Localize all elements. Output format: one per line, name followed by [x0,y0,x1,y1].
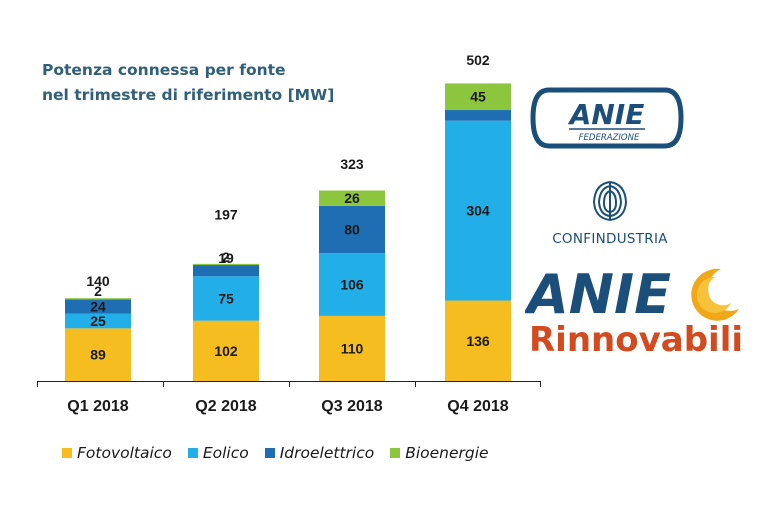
x-tick-label-1: Q1 2018 [67,398,128,415]
x-tick-label-4: Q4 2018 [447,398,508,415]
legend-item-idroelettrico: Idroelettrico [264,444,375,462]
chart-title-line-1: Potenza connessa per fonte [42,61,286,79]
bar-segment-eolico-2 [193,276,259,321]
anie-rinnovabili-logo: ANIE Rinnovabili [525,263,743,360]
total-label-2: 197 [214,206,238,222]
data-label-bioenergie-1: 2 [94,283,102,299]
data-label-bioenergie-2: 2 [222,249,230,265]
anie-federazione-sub: FEDERAZIONE [579,133,640,143]
legend-swatch-eolico [187,448,198,458]
data-label-eolico-4: 304 [466,203,490,219]
chart-title: Potenza connessa per fonte nel trimestre… [42,58,334,108]
bar-segment-idroelettrico-2 [193,265,259,277]
data-label-eolico-2: 75 [218,290,234,306]
data-label-idroelettrico-1: 24 [90,298,106,314]
bar-segment-idroelettrico-3 [319,205,385,254]
legend-label-bioenergie: Bioenergie [405,444,489,462]
legend-swatch-fotovoltaico [62,448,72,458]
x-tick-label-2: Q2 2018 [195,398,256,415]
total-label-1: 140 [86,273,110,289]
bar-segment-fotovoltaico-3 [319,315,385,381]
anie-rinnovabili-sub: Rinnovabili [529,320,743,360]
anie-rinnovabili-name: ANIE [525,263,671,326]
bar-segment-bioenergie-1 [65,298,131,300]
data-label-bioenergie-4: 45 [470,89,486,105]
data-label-fotovoltaico-4: 136 [466,333,490,349]
legend-item-fotovoltaico: Fotovoltaico [62,444,172,462]
bar-segment-eolico-1 [65,313,131,329]
bar-segment-bioenergie-2 [193,263,259,266]
legend-label-eolico: Eolico [202,444,249,462]
data-label-eolico-3: 106 [340,277,364,293]
legend-item-eolico: Eolico [187,444,249,462]
bar-segment-idroelettrico-1 [65,299,131,314]
legend-item-bioenergie: Bioenergie [390,444,489,462]
total-label-3: 323 [340,156,364,172]
data-label-fotovoltaico-3: 110 [341,340,364,356]
bar-segment-bioenergie-4 [445,83,511,111]
legend: Fotovoltaico Eolico Idroelettrico Bioene… [62,444,505,462]
confindustria-logo: CONFINDUSTRIA [545,178,675,258]
confindustria-emblem-icon [592,181,628,221]
anie-federazione-logo: ANIE FEDERAZIONE [530,87,684,149]
sun-icon [691,268,739,321]
anie-federazione-name: ANIE [568,98,645,131]
legend-swatch-idroelettrico [264,448,275,458]
x-tick-label-3: Q3 2018 [321,398,382,415]
data-label-idroelettrico-3: 80 [344,222,360,238]
data-label-bioenergie-3: 26 [344,190,360,206]
data-label-fotovoltaico-1: 89 [90,347,106,363]
bar-segment-bioenergie-3 [319,190,385,206]
bar-segment-idroelettrico-4 [445,110,511,121]
chart-title-line-2: nel trimestre di riferimento [MW] [42,86,335,104]
confindustria-name: CONFINDUSTRIA [552,231,668,247]
logos-panel: ANIE FEDERAZIONE CONFINDUSTRIA ANIE Rinn… [525,78,757,378]
bar-segment-fotovoltaico-2 [193,320,259,381]
legend-label-fotovoltaico: Fotovoltaico [77,444,172,462]
data-label-eolico-1: 25 [90,313,106,329]
data-label-fotovoltaico-2: 102 [214,343,238,359]
bar-segment-eolico-4 [445,120,511,301]
data-label-idroelettrico-2: 19 [218,250,234,266]
bar-segment-fotovoltaico-4 [445,300,511,381]
total-label-4: 502 [466,52,490,68]
legend-label-idroelettrico: Idroelettrico [279,444,375,462]
bar-segment-eolico-3 [319,253,385,316]
legend-swatch-bioenergie [390,448,401,458]
bar-segment-fotovoltaico-1 [65,328,131,381]
